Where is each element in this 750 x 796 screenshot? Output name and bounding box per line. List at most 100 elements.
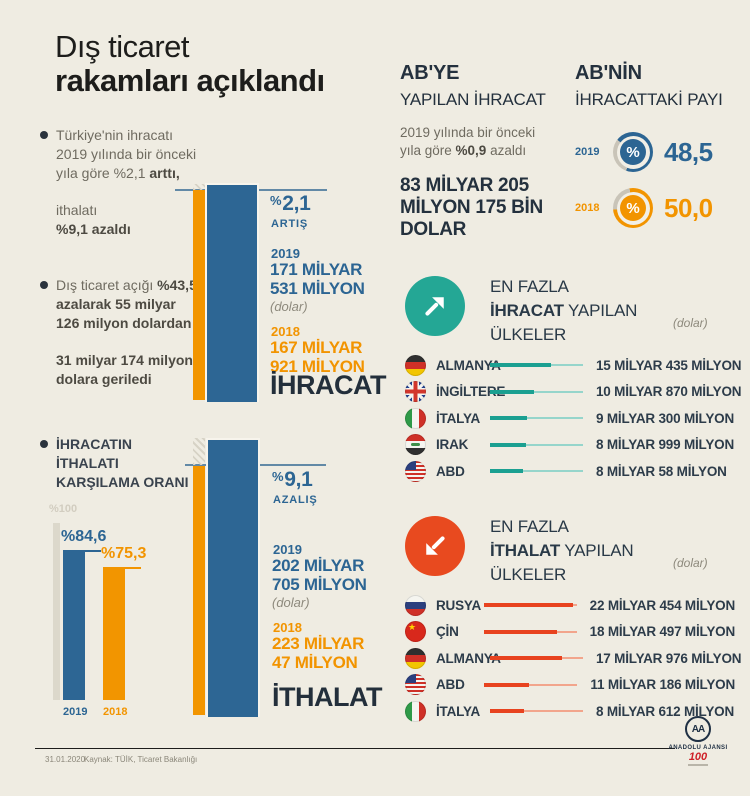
country-value: 8 MİLYAR 58 MİLYON: [596, 463, 727, 479]
eu-exports-amount: 83 MİLYAR 205 MİLYON 175 BİN DOLAR: [400, 175, 543, 240]
country-bar: [490, 469, 583, 474]
import-unit: (dolar): [272, 595, 310, 610]
bullet-trade-deficit: Dış ticaret açığı %43,5 azalarak 55 mily…: [40, 276, 198, 389]
top-imports-unit: (dolar): [673, 556, 708, 570]
country-name: RUSYA: [436, 597, 482, 613]
bullet-trade-change: Türkiye'nin ihracatı 2019 yılında bir ön…: [40, 126, 198, 239]
arrow-up-right-icon: [405, 276, 465, 336]
country-bar-fill: [490, 709, 525, 714]
country-flag-icon: [405, 594, 426, 616]
country-flag-icon: [405, 407, 426, 429]
country-value: 15 MİLYAR 435 MİLYON: [596, 357, 742, 373]
percent-symbol: %: [620, 139, 646, 165]
centenary-mark: 100: [688, 751, 708, 763]
footer-source: Kaynak: TÜİK, Ticaret Bakanlığı: [84, 755, 198, 764]
country-bar-fill: [483, 629, 558, 634]
eu-exports-heading-rest: YAPILAN İHRACAT: [400, 90, 546, 109]
top-exports-header: EN FAZLA İHRACAT YAPILAN ÜLKELER (dolar): [405, 276, 725, 344]
export-year-2019: 2019: [271, 246, 300, 261]
top-imports-header: EN FAZLA İTHALAT YAPILAN ÜLKELER (dolar): [405, 516, 725, 584]
bullet-bold: 31 milyar 174 milyon dolara geriledi: [56, 352, 193, 387]
eu-exports-block: AB'YE YAPILAN İHRACAT 2019 yılında bir ö…: [400, 62, 575, 241]
top-exports-title: EN FAZLA İHRACAT YAPILAN ÜLKELER: [490, 277, 638, 344]
country-bar: [483, 629, 577, 634]
agency-logo: AA ANADOLU AJANSI 100: [663, 716, 733, 766]
country-bar-track: [490, 390, 583, 393]
coverage-bar-2019: %84,6 2019: [61, 528, 106, 718]
country-flag-icon: [405, 460, 426, 482]
export-2019-amount-2: 531 MİLYON: [270, 279, 365, 298]
bullet-text: İHRACATIN İTHALATI KARŞILAMA ORANI: [56, 436, 189, 490]
country-bar-fill: [490, 363, 552, 368]
eu-exports-note: 2019 yılında bir önceki yıla göre %0,9 a…: [400, 125, 536, 158]
country-bar-fill: [490, 416, 528, 421]
country-bar: [490, 389, 583, 394]
top-imports-title: EN FAZLA İTHALAT YAPILAN ÜLKELER: [490, 517, 634, 584]
export-change-direction: ARTIŞ: [271, 218, 308, 230]
country-name: ALMANYA: [436, 357, 501, 373]
bullet-dot: [40, 131, 48, 139]
footer-divider: [35, 748, 675, 749]
country-flag-icon: [405, 674, 426, 696]
country-row: ABD 8 MİLYAR 58 MİLYON: [405, 458, 735, 485]
bullet-bold: arttı,: [149, 165, 180, 181]
country-value: 10 MİLYAR 870 MİLYON: [596, 384, 742, 400]
centenary-subtext: [688, 764, 708, 766]
bullet-text: Dış ticaret açığı: [56, 277, 158, 293]
import-year-2018: 2018: [273, 620, 302, 635]
import-change-pct: %9,1: [272, 468, 313, 491]
country-bar-fill: [484, 682, 530, 687]
bullet-bold: %9,1 azaldı: [56, 221, 131, 237]
export-2018-amount-2: 921 MİLYON: [270, 357, 365, 376]
import-bar-2018: [193, 466, 205, 715]
bullet-text: Türkiye'nin ihracatı 2019 yılında bir ön…: [56, 127, 197, 181]
eu-share-row-2018: 2018 % 50,0: [575, 186, 713, 230]
eu-share-year: 2018: [575, 202, 600, 214]
top-imports-list: RUSYA 22 MİLYAR 454 MİLYON ÇİN 18 MİLYAR…: [405, 592, 742, 725]
export-change-pct: %2,1: [270, 192, 311, 215]
country-bar-fill: [490, 656, 562, 661]
country-bar: [490, 709, 583, 714]
country-value: 9 MİLYAR 300 MİLYON: [596, 410, 735, 426]
country-value: 17 MİLYAR 976 MİLYON: [596, 650, 742, 666]
export-unit: (dolar): [270, 299, 308, 314]
eu-share-value: 50,0: [664, 192, 713, 223]
country-name: IRAK: [436, 437, 469, 453]
country-flag-icon: [405, 621, 426, 643]
country-bar-fill: [490, 442, 527, 447]
bullet-text: ithalatı: [56, 202, 98, 218]
country-bar-track: [490, 417, 583, 420]
eu-share-row-2019: 2019 % 48,5: [575, 130, 713, 174]
aa-logo-icon: AA: [685, 716, 711, 742]
country-flag-icon: [405, 700, 426, 722]
coverage-axis-label: %100: [49, 503, 78, 515]
country-value: 8 MİLYAR 612 MİLYON: [596, 703, 735, 719]
import-bar-2019: [206, 438, 260, 717]
import-chart: %9,1 AZALIŞ 2019 202 MİLYAR 705 MİLYON (…: [185, 430, 382, 717]
country-name: ALMANYA: [436, 650, 501, 666]
import-2019-amount-1: 202 MİLYAR: [272, 556, 365, 575]
coverage-bar-year: 2018: [103, 706, 128, 718]
top-exports-list: ALMANYA 15 MİLYAR 435 MİLYON İNGİLTERE 1…: [405, 352, 742, 485]
arrow-down-left-icon: [405, 516, 465, 576]
country-bar-track: [484, 683, 578, 686]
coverage-bar-value: %84,6: [61, 528, 107, 545]
country-flag-icon: [405, 381, 426, 403]
country-row: İTALYA 8 MİLYAR 612 MİLYON: [405, 698, 735, 725]
eu-share-year: 2019: [575, 146, 600, 158]
eu-share-block: AB'NİN İHRACATTAKİ PAYI 2019 % 48,5 2018…: [575, 62, 740, 228]
country-bar-fill: [490, 389, 534, 394]
import-chart-title: İTHALAT: [272, 682, 382, 712]
country-name: İTALYA: [436, 410, 481, 426]
coverage-bar-2018: %75,3 2018: [101, 545, 146, 718]
country-flag-icon: [405, 434, 426, 456]
country-bar: [490, 363, 583, 368]
export-bar-2018: [193, 190, 205, 400]
percent-symbol: %: [620, 195, 646, 221]
country-bar: [484, 682, 578, 687]
country-name: İNGİLTERE: [436, 384, 506, 400]
import-2018-amount-1: 223 MİLYAR: [272, 634, 365, 653]
eu-share-value: 48,5: [664, 136, 713, 167]
eu-share-heading-bold: AB'NİN: [575, 62, 642, 84]
